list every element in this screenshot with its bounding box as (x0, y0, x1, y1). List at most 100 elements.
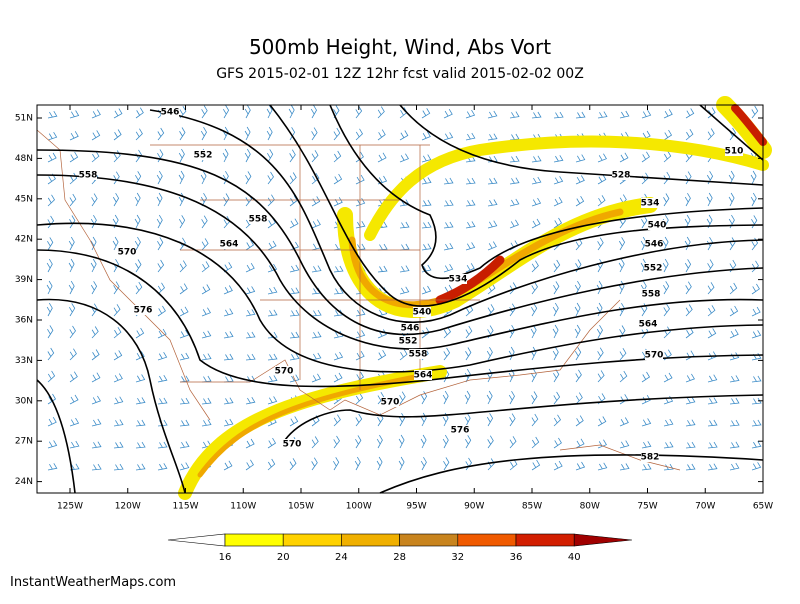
wind-barb (90, 258, 97, 273)
wind-barb (376, 456, 383, 471)
lat-label: 24N (15, 477, 33, 487)
wind-barb (157, 328, 167, 339)
wind-barb (706, 214, 713, 229)
contour-label-bg (639, 319, 657, 329)
wind-barb (289, 287, 300, 295)
contour-label-bg (414, 370, 432, 380)
wind-barb (245, 353, 256, 361)
wind-barb (157, 127, 165, 141)
wind-barb (751, 330, 762, 339)
wind-barb (91, 109, 101, 119)
wind-barb (377, 106, 385, 119)
wind-barb (421, 199, 432, 207)
wind-barb (443, 242, 454, 251)
wind-barb (179, 306, 189, 317)
wind-barb (223, 397, 234, 405)
wind-barb (113, 108, 123, 119)
wind-barb (135, 374, 146, 383)
wind-barb (443, 347, 451, 361)
wind-barb (641, 371, 651, 383)
wind-barb (663, 150, 672, 163)
wind-barb (355, 174, 365, 185)
wind-barb (289, 353, 300, 361)
contour-label-bg (134, 305, 152, 315)
contour (36, 222, 764, 373)
lon-label: 80W (580, 502, 600, 512)
vort-band (716, 96, 772, 159)
contour-label-bg (194, 150, 212, 160)
wind-barb (553, 281, 560, 295)
wind-barb (597, 111, 608, 119)
wind-barb (333, 150, 342, 163)
contour (36, 249, 764, 388)
wind-barb (531, 218, 541, 229)
wind-barb (575, 438, 585, 449)
wind-barb (113, 350, 123, 361)
wind-barb (244, 126, 251, 141)
wind-barb (684, 259, 692, 273)
wind-barb (47, 463, 58, 471)
wind-barb (179, 329, 190, 339)
wind-barb (179, 127, 186, 141)
wind-barb (442, 434, 449, 449)
wind-barb (201, 307, 211, 317)
wind-barbs (46, 104, 762, 471)
contour (36, 298, 186, 494)
wind-barb (553, 437, 562, 449)
lat-label: 33N (15, 356, 33, 366)
colorbar: 16 20 24 28 32 36 40 (167, 533, 633, 563)
wind-barb (266, 126, 273, 141)
wind-barb (641, 151, 650, 163)
wind-barb (179, 419, 190, 427)
wind-barb (729, 329, 739, 339)
wind-barb (574, 280, 581, 295)
wind-barb (69, 131, 79, 141)
wind-barb (201, 105, 208, 119)
wind-barb (465, 325, 473, 339)
wind-barb (531, 281, 538, 295)
wind-barb (399, 153, 409, 163)
wind-barb (245, 396, 256, 405)
lat-label: 30N (15, 396, 33, 406)
wind-barb (553, 196, 563, 207)
wind-barb (751, 375, 762, 383)
wind-barb (707, 328, 717, 339)
wind-barb (509, 459, 518, 471)
wind-barb (663, 193, 670, 207)
contour-label: 552 (644, 264, 663, 274)
wind-barb (707, 419, 718, 427)
lat-label: 48N (15, 154, 33, 164)
contour-label: 546 (161, 108, 180, 118)
wind-barb (267, 309, 278, 317)
wind-barb (465, 263, 475, 273)
wind-barb (509, 413, 516, 427)
wind-barb (157, 441, 168, 449)
wind-barb (267, 375, 278, 383)
colorbar-segment (341, 533, 400, 547)
wind-barb (552, 346, 559, 361)
wind-barb (553, 155, 564, 163)
wind-barb (728, 170, 735, 185)
wind-barb (267, 396, 278, 405)
contour (36, 149, 764, 336)
wind-barb (91, 372, 101, 383)
wind-barb (729, 375, 740, 383)
wind-barb (311, 127, 318, 141)
colorbar-segment (457, 533, 517, 547)
wind-barb (465, 242, 476, 251)
wind-barb (465, 347, 472, 361)
wind-barb (553, 217, 563, 229)
colorbar-label: 28 (393, 552, 406, 563)
wind-barb (69, 303, 76, 317)
wind-barb (69, 151, 79, 163)
contour-label: 576 (134, 306, 153, 316)
wind-barb (289, 218, 299, 229)
wind-barb (135, 441, 146, 449)
wind-barb (443, 199, 454, 207)
wind-barb (553, 111, 564, 119)
wind-barb (442, 390, 449, 405)
lon-label: 100W (346, 502, 372, 512)
contour-label-bg (220, 239, 238, 249)
wind-barb (707, 463, 718, 471)
